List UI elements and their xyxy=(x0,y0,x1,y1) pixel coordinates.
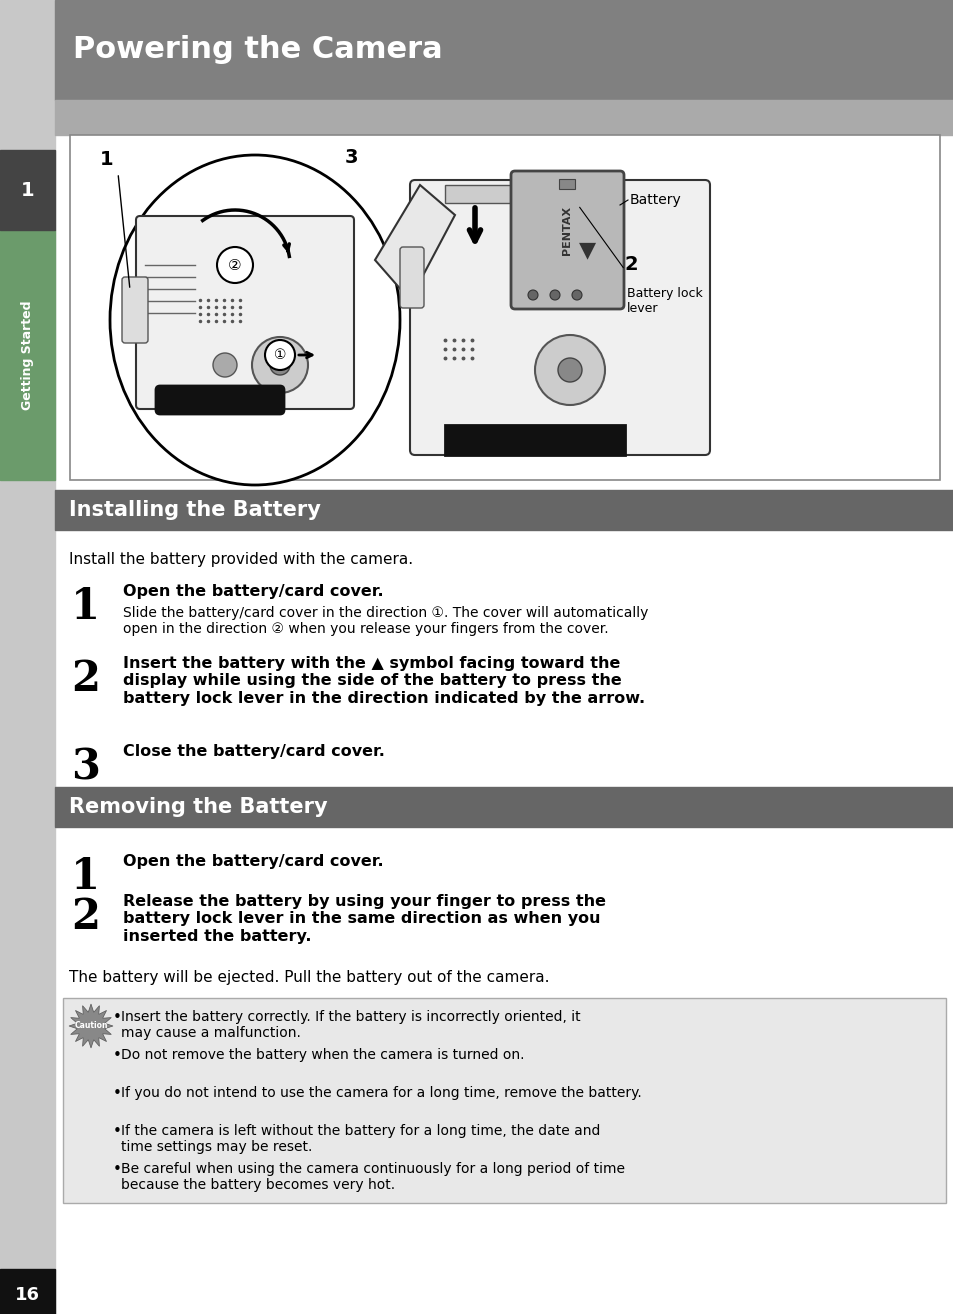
Bar xyxy=(0,230,55,480)
Bar xyxy=(558,179,575,189)
Text: •: • xyxy=(112,1123,122,1139)
Text: Powering the Camera: Powering the Camera xyxy=(73,35,442,64)
Text: Close the battery/card cover.: Close the battery/card cover. xyxy=(123,744,384,759)
Text: 2: 2 xyxy=(71,896,100,938)
Bar xyxy=(0,1269,55,1314)
Text: •: • xyxy=(112,1010,122,1025)
FancyBboxPatch shape xyxy=(410,180,709,455)
Text: Battery lock: Battery lock xyxy=(626,286,702,300)
Text: Removing the Battery: Removing the Battery xyxy=(69,798,327,817)
Bar xyxy=(55,100,953,135)
Text: 1: 1 xyxy=(100,150,113,170)
Text: 1: 1 xyxy=(71,855,100,897)
Bar xyxy=(444,424,624,455)
Bar xyxy=(0,150,55,230)
Bar xyxy=(55,787,953,827)
Bar xyxy=(55,490,953,530)
Text: lever: lever xyxy=(626,302,658,315)
Text: Release the battery by using your finger to press the
battery lock lever in the : Release the battery by using your finger… xyxy=(123,894,605,943)
Text: ②: ② xyxy=(228,258,241,272)
Bar xyxy=(70,135,939,480)
Text: Getting Started: Getting Started xyxy=(21,301,34,410)
Bar xyxy=(63,999,945,1204)
Text: 16: 16 xyxy=(15,1286,40,1303)
Circle shape xyxy=(550,290,559,300)
Circle shape xyxy=(527,290,537,300)
Text: •: • xyxy=(112,1085,122,1101)
Ellipse shape xyxy=(110,155,399,485)
Circle shape xyxy=(216,247,253,283)
Text: Caution: Caution xyxy=(74,1021,108,1030)
Text: Installing the Battery: Installing the Battery xyxy=(69,501,320,520)
Text: Battery: Battery xyxy=(629,193,681,208)
Text: 2: 2 xyxy=(624,255,638,275)
Text: 2: 2 xyxy=(71,658,100,700)
Text: Open the battery/card cover.: Open the battery/card cover. xyxy=(123,854,383,869)
Polygon shape xyxy=(69,1004,112,1049)
Bar xyxy=(55,0,953,100)
Text: ①: ① xyxy=(274,348,286,361)
Text: Slide the battery/card cover in the direction ①. The cover will automatically
op: Slide the battery/card cover in the dire… xyxy=(123,606,648,636)
Text: ▼: ▼ xyxy=(578,240,596,260)
Text: 1: 1 xyxy=(21,180,34,200)
FancyBboxPatch shape xyxy=(558,188,579,222)
Text: PENTAX: PENTAX xyxy=(562,205,572,255)
Text: Insert the battery with the ▲ symbol facing toward the
display while using the s: Insert the battery with the ▲ symbol fac… xyxy=(123,656,644,706)
Text: Open the battery/card cover.: Open the battery/card cover. xyxy=(123,583,383,599)
Circle shape xyxy=(270,355,290,374)
Text: 3: 3 xyxy=(345,148,358,167)
FancyBboxPatch shape xyxy=(511,171,623,309)
Text: Insert the battery correctly. If the battery is incorrectly oriented, it
may cau: Insert the battery correctly. If the bat… xyxy=(121,1010,580,1041)
FancyBboxPatch shape xyxy=(122,277,148,343)
Text: 1: 1 xyxy=(71,586,100,628)
Text: Be careful when using the camera continuously for a long period of time
because : Be careful when using the camera continu… xyxy=(121,1162,624,1192)
Text: •: • xyxy=(112,1049,122,1063)
Circle shape xyxy=(213,353,236,377)
Circle shape xyxy=(252,336,308,393)
Circle shape xyxy=(558,357,581,382)
Circle shape xyxy=(265,340,294,371)
FancyBboxPatch shape xyxy=(156,386,284,414)
FancyBboxPatch shape xyxy=(399,247,423,307)
Text: If the camera is left without the battery for a long time, the date and
time set: If the camera is left without the batter… xyxy=(121,1123,599,1154)
Bar xyxy=(444,185,555,202)
Text: •: • xyxy=(112,1162,122,1177)
Text: Install the battery provided with the camera.: Install the battery provided with the ca… xyxy=(69,552,413,568)
Circle shape xyxy=(572,290,581,300)
Text: Do not remove the battery when the camera is turned on.: Do not remove the battery when the camer… xyxy=(121,1049,524,1062)
FancyBboxPatch shape xyxy=(136,215,354,409)
Polygon shape xyxy=(375,185,455,300)
Circle shape xyxy=(535,335,604,405)
Bar xyxy=(0,0,55,1314)
Text: 3: 3 xyxy=(71,746,100,788)
Text: If you do not intend to use the camera for a long time, remove the battery.: If you do not intend to use the camera f… xyxy=(121,1085,641,1100)
Text: The battery will be ejected. Pull the battery out of the camera.: The battery will be ejected. Pull the ba… xyxy=(69,970,549,986)
